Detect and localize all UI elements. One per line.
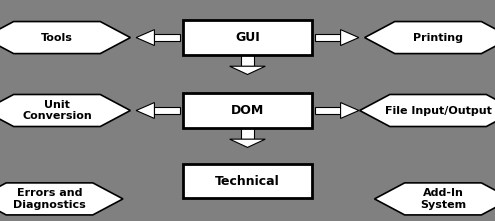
- Bar: [154, 107, 180, 114]
- Polygon shape: [230, 66, 265, 74]
- Polygon shape: [0, 183, 123, 215]
- Bar: [241, 55, 254, 66]
- Bar: [315, 34, 341, 41]
- Bar: [183, 93, 312, 128]
- Text: Technical: Technical: [215, 175, 280, 188]
- Text: Tools: Tools: [41, 32, 73, 43]
- Polygon shape: [0, 22, 130, 53]
- Polygon shape: [341, 30, 359, 46]
- Bar: [183, 164, 312, 198]
- Bar: [154, 34, 180, 41]
- Polygon shape: [136, 103, 154, 118]
- Bar: [315, 107, 341, 114]
- Text: DOM: DOM: [231, 104, 264, 117]
- Polygon shape: [341, 103, 359, 118]
- Polygon shape: [365, 22, 495, 53]
- Polygon shape: [0, 94, 130, 126]
- Text: GUI: GUI: [235, 31, 260, 44]
- Text: Printing: Printing: [413, 32, 463, 43]
- Text: Add-In
System: Add-In System: [420, 188, 466, 210]
- Bar: [183, 21, 312, 55]
- Text: File Input/Output: File Input/Output: [385, 105, 492, 116]
- Polygon shape: [230, 139, 265, 147]
- Polygon shape: [375, 183, 495, 215]
- Text: Errors and
Diagnostics: Errors and Diagnostics: [13, 188, 86, 210]
- Bar: [241, 128, 254, 139]
- Polygon shape: [360, 94, 495, 126]
- Polygon shape: [136, 30, 154, 46]
- Text: Unit
Conversion: Unit Conversion: [22, 100, 92, 121]
